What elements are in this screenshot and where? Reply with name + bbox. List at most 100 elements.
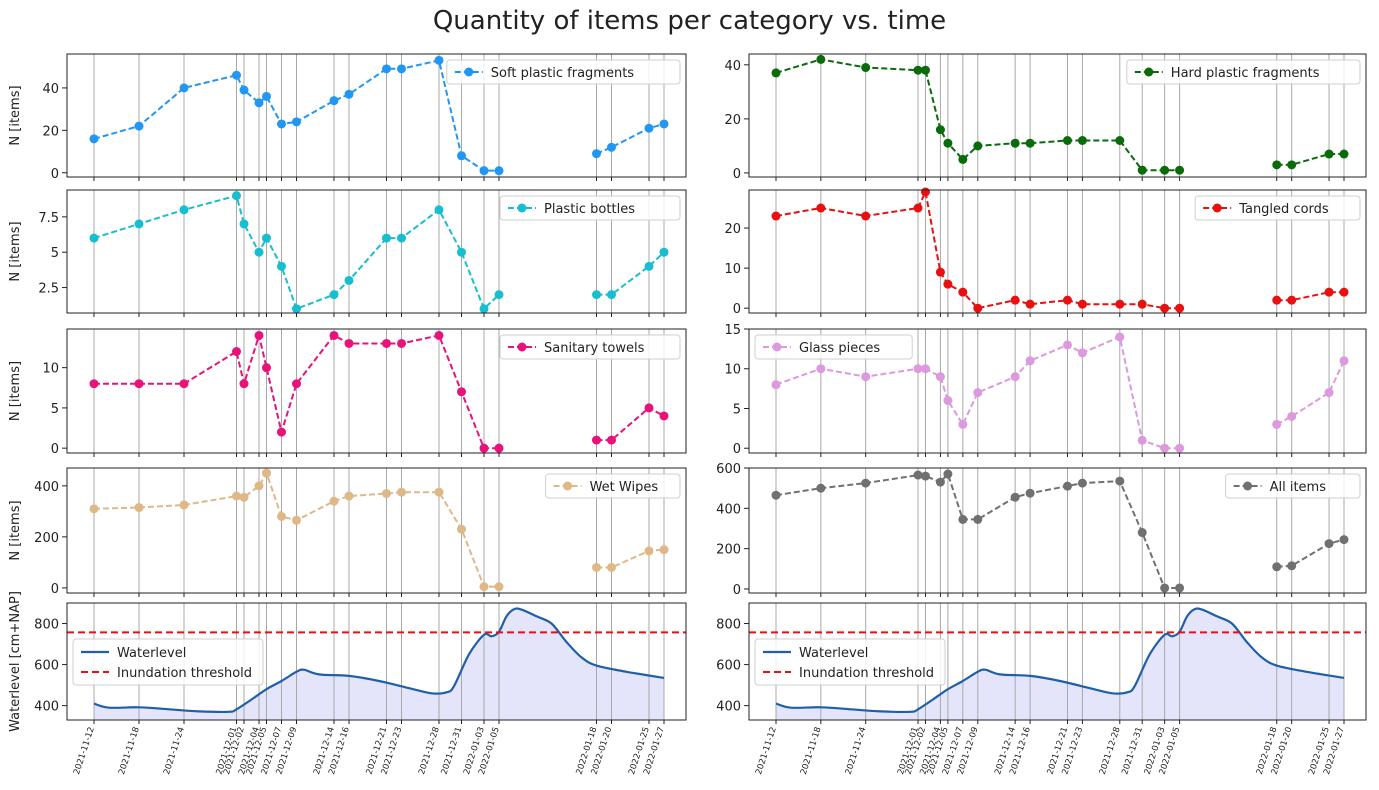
data-point	[254, 330, 264, 340]
y-tick-label: 10	[724, 363, 741, 378]
data-point	[397, 233, 406, 243]
x-tick-label: 2021-11-12	[754, 726, 779, 776]
data-point	[913, 364, 923, 374]
y-tick-label: 400	[716, 700, 741, 715]
data-point	[1175, 443, 1185, 453]
data-point	[861, 63, 871, 73]
data-point	[179, 83, 189, 93]
y-tick-label: 10	[42, 362, 59, 377]
data-point	[1115, 476, 1125, 486]
data-point	[434, 55, 444, 65]
legend: Waterlevel Inundation threshold	[72, 638, 264, 686]
data-point	[592, 290, 601, 300]
data-point	[344, 89, 354, 99]
legend-box	[499, 334, 681, 360]
data-point	[958, 154, 968, 164]
y-tick-label: 600	[716, 462, 741, 477]
y-tick-label: 600	[716, 659, 741, 674]
data-point	[1287, 561, 1297, 571]
legend-label: Tangled cords	[1238, 202, 1329, 217]
series-line	[596, 251, 665, 296]
data-point	[1025, 356, 1035, 366]
data-point	[920, 471, 930, 481]
data-point	[382, 64, 391, 74]
waterlevel-area	[94, 608, 664, 720]
data-point	[494, 166, 504, 176]
data-point	[479, 304, 489, 314]
axes-frame-glass	[748, 328, 1367, 454]
data-point	[607, 562, 616, 572]
legend: Sanitary towels	[499, 334, 681, 360]
data-point	[771, 380, 781, 390]
legend-label: Hard plastic fragments	[1171, 66, 1320, 81]
y-tick-label: 5	[733, 402, 741, 417]
data-point	[935, 125, 945, 135]
data-point	[277, 427, 286, 437]
data-point	[861, 478, 871, 488]
data-point	[1077, 478, 1087, 488]
data-point	[943, 396, 953, 406]
waterlevel-area	[776, 608, 1344, 720]
data-point	[262, 91, 271, 101]
legend: Glass pieces	[754, 334, 913, 360]
data-point	[592, 149, 601, 159]
data-point	[397, 64, 406, 74]
legend-marker	[517, 203, 527, 213]
data-point	[943, 138, 953, 148]
data-point	[771, 211, 781, 221]
data-point	[1339, 287, 1349, 297]
data-point	[607, 435, 616, 445]
data-point	[1137, 435, 1147, 445]
data-point	[1077, 136, 1087, 146]
data-point	[329, 330, 339, 340]
data-point	[1025, 488, 1035, 498]
y-tick-label: 20	[724, 113, 741, 128]
data-point	[89, 134, 99, 144]
data-point	[913, 203, 923, 213]
data-point	[1077, 348, 1087, 358]
legend-box	[499, 195, 681, 221]
bottles-axes: 2.5 5 7.5 N [items]	[8, 190, 669, 317]
data-point	[1175, 165, 1185, 175]
data-point	[277, 119, 286, 129]
data-point	[329, 496, 339, 506]
legend-label: Plastic bottles	[544, 202, 635, 217]
x-tick-label: 2021-11-18	[799, 726, 824, 776]
y-tick-label: 400	[34, 480, 59, 495]
legend-label: Inundation threshold	[799, 666, 934, 681]
y-tick-label: 800	[716, 618, 741, 633]
data-point	[913, 470, 923, 480]
y-tick-label: 5	[51, 402, 59, 417]
data-point	[1160, 165, 1170, 175]
data-point	[1010, 492, 1020, 502]
x-tick-label: 2021-12-28	[417, 726, 442, 776]
data-point	[89, 379, 99, 389]
y-tick-label: 0	[51, 582, 59, 597]
data-point	[277, 511, 286, 521]
data-point	[397, 338, 406, 348]
legend: Plastic bottles	[499, 195, 681, 221]
series-line	[775, 472, 1180, 589]
y-axis-label: N [items]	[8, 361, 23, 421]
data-point	[943, 469, 953, 479]
y-tick-label: 0	[733, 167, 741, 182]
data-point	[1115, 332, 1125, 342]
data-point	[1175, 583, 1185, 593]
x-tick-label: 2021-12-28	[1098, 726, 1123, 776]
data-point	[659, 247, 669, 257]
axes-frame-towels	[66, 328, 687, 454]
soft-axes: 0 20 40 N [items]	[8, 54, 669, 182]
data-point	[179, 500, 189, 510]
data-point	[935, 372, 945, 382]
data-point	[239, 379, 249, 389]
data-point	[1324, 287, 1334, 297]
data-point	[607, 142, 616, 152]
data-point	[262, 468, 271, 478]
data-point	[254, 247, 264, 257]
data-point	[329, 290, 339, 300]
glass-axes: 0 5 10 15	[724, 323, 1349, 457]
data-point	[479, 443, 489, 453]
data-point	[958, 419, 968, 429]
